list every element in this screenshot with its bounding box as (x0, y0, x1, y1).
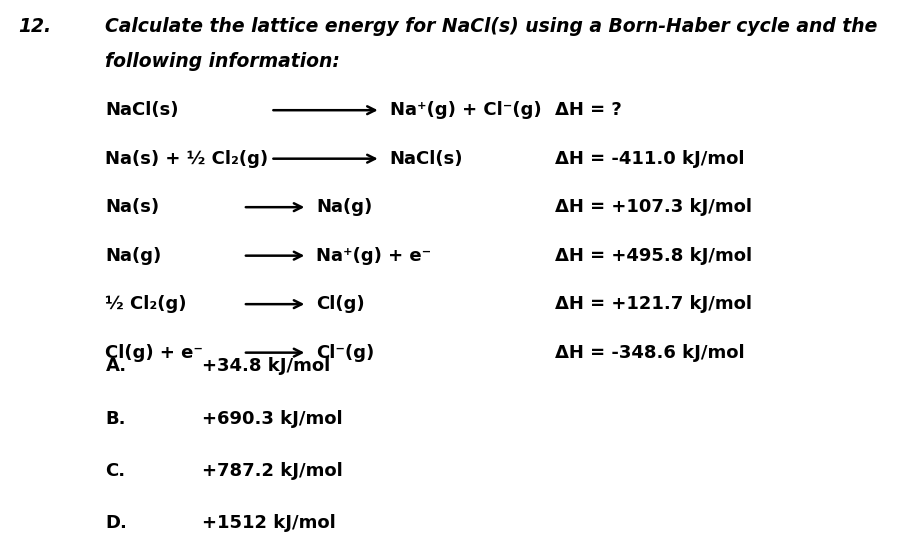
Text: Na(s) + ½ Cl₂(g): Na(s) + ½ Cl₂(g) (105, 150, 269, 168)
Text: +1512 kJ/mol: +1512 kJ/mol (202, 515, 336, 532)
Text: Calculate the lattice energy for NaCl(s) using a Born-Haber cycle and the: Calculate the lattice energy for NaCl(s)… (105, 17, 878, 35)
Text: ΔH = +495.8 kJ/mol: ΔH = +495.8 kJ/mol (555, 247, 752, 264)
Text: Na(s): Na(s) (105, 198, 160, 216)
Text: Cl(g): Cl(g) (316, 295, 365, 313)
Text: following information:: following information: (105, 52, 340, 71)
Text: D.: D. (105, 515, 127, 532)
Text: Cl⁻(g): Cl⁻(g) (316, 344, 375, 361)
Text: 12.: 12. (18, 17, 51, 35)
Text: +787.2 kJ/mol: +787.2 kJ/mol (202, 462, 342, 480)
Text: +34.8 kJ/mol: +34.8 kJ/mol (202, 358, 330, 375)
Text: +690.3 kJ/mol: +690.3 kJ/mol (202, 410, 342, 428)
Text: Cl(g) + e⁻: Cl(g) + e⁻ (105, 344, 204, 361)
Text: ΔH = ?: ΔH = ? (555, 101, 622, 119)
Text: ΔH = +107.3 kJ/mol: ΔH = +107.3 kJ/mol (555, 198, 752, 216)
Text: Na⁺(g) + Cl⁻(g): Na⁺(g) + Cl⁻(g) (390, 101, 541, 119)
Text: ΔH = -348.6 kJ/mol: ΔH = -348.6 kJ/mol (555, 344, 745, 361)
Text: ΔH = +121.7 kJ/mol: ΔH = +121.7 kJ/mol (555, 295, 752, 313)
Text: B.: B. (105, 410, 126, 428)
Text: A.: A. (105, 358, 127, 375)
Text: C.: C. (105, 462, 126, 480)
Text: ½ Cl₂(g): ½ Cl₂(g) (105, 295, 187, 313)
Text: NaCl(s): NaCl(s) (105, 101, 179, 119)
Text: ΔH = -411.0 kJ/mol: ΔH = -411.0 kJ/mol (555, 150, 745, 168)
Text: Na(g): Na(g) (316, 198, 372, 216)
Text: NaCl(s): NaCl(s) (390, 150, 463, 168)
Text: Na⁺(g) + e⁻: Na⁺(g) + e⁻ (316, 247, 432, 264)
Text: Na(g): Na(g) (105, 247, 161, 264)
